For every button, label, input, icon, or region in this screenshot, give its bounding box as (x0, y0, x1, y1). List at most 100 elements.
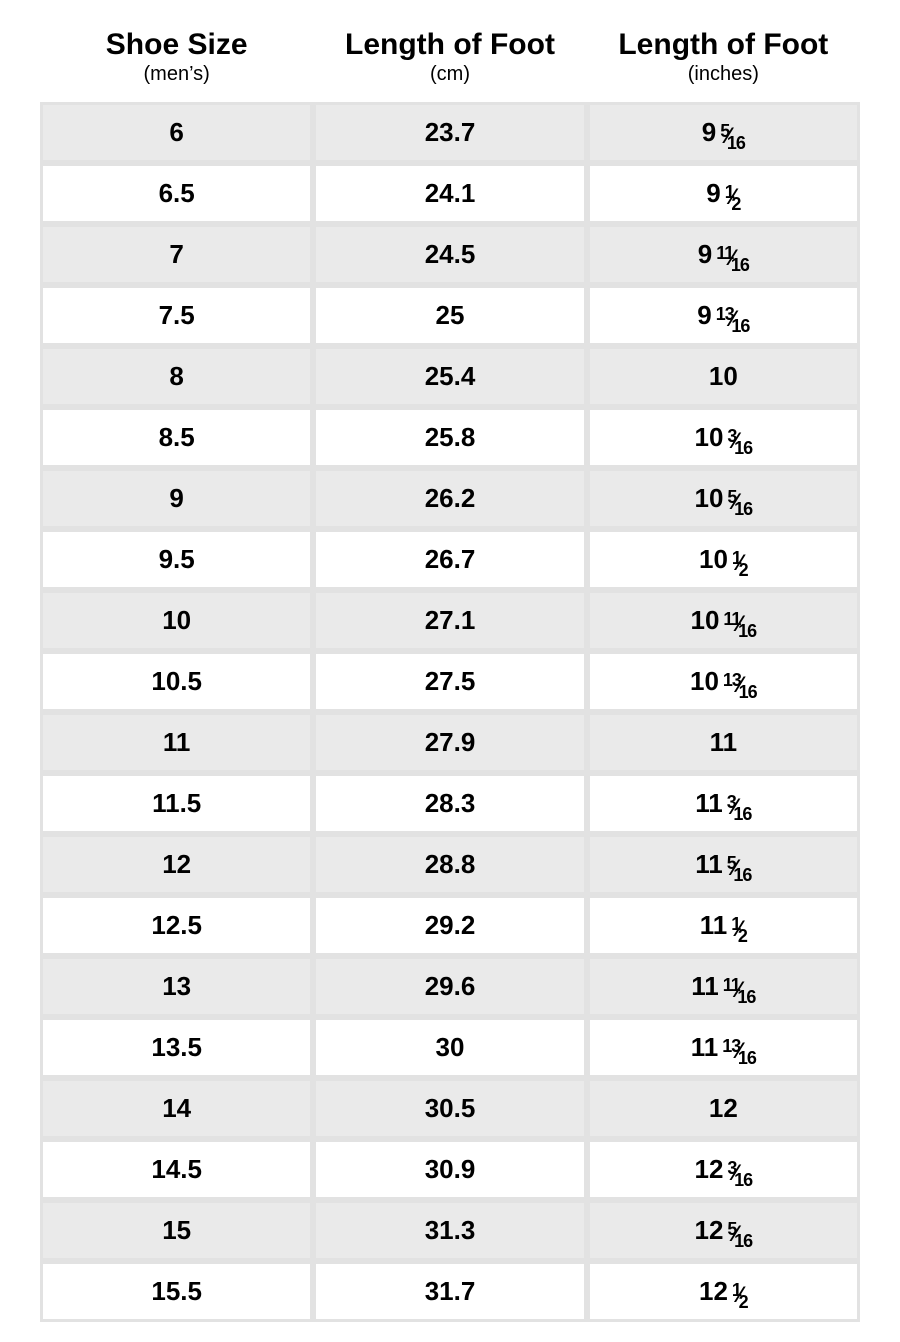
cell-length-cm: 27.9 (313, 712, 586, 773)
cell-length-cm: 26.2 (313, 468, 586, 529)
inches-fraction: 11⁄16 (723, 609, 756, 635)
inches-whole: 11 (695, 788, 723, 818)
cell-shoe-size: 7 (40, 224, 313, 285)
fraction-denominator: 2 (738, 926, 747, 946)
cell-length-cm: 29.6 (313, 956, 586, 1017)
cell-length-inches: 125⁄16 (587, 1200, 860, 1261)
inches-whole: 9 (698, 239, 712, 269)
cell-length-cm: 31.3 (313, 1200, 586, 1261)
column-subtitle: (cm) (317, 63, 582, 86)
inches-whole: 10 (690, 666, 719, 696)
inches-whole: 12 (695, 1215, 724, 1245)
cell-length-cm: 29.2 (313, 895, 586, 956)
cell-length-inches: 1011⁄16 (587, 590, 860, 651)
cell-length-inches: 911⁄16 (587, 224, 860, 285)
cell-length-cm: 28.8 (313, 834, 586, 895)
inches-whole: 11 (700, 910, 728, 940)
table-row: 926.2105⁄16 (40, 468, 860, 529)
inches-whole: 9 (697, 300, 711, 330)
cell-length-cm: 28.3 (313, 773, 586, 834)
cell-shoe-size: 14.5 (40, 1139, 313, 1200)
cell-shoe-size: 15.5 (40, 1261, 313, 1322)
inches-fraction: 5⁄16 (727, 853, 752, 879)
table-row: 11.528.3113⁄16 (40, 773, 860, 834)
fraction-denominator: 16 (731, 255, 749, 275)
cell-shoe-size: 7.5 (40, 285, 313, 346)
cell-shoe-size: 9 (40, 468, 313, 529)
cell-length-cm: 25.4 (313, 346, 586, 407)
fraction-denominator: 2 (739, 1292, 748, 1312)
inches-whole: 12 (699, 1276, 728, 1306)
cell-length-inches: 101⁄2 (587, 529, 860, 590)
cell-shoe-size: 12.5 (40, 895, 313, 956)
cell-length-inches: 103⁄16 (587, 407, 860, 468)
cell-shoe-size: 6 (40, 102, 313, 163)
fraction-denominator: 16 (734, 1231, 752, 1251)
table-row: 1127.911 (40, 712, 860, 773)
inches-whole: 9 (706, 178, 720, 208)
inches-fraction: 3⁄16 (727, 426, 752, 452)
fraction-denominator: 16 (733, 865, 751, 885)
fraction-denominator: 16 (739, 682, 757, 702)
column-title: Length of Foot (317, 28, 582, 61)
table-row: 15.531.7121⁄2 (40, 1261, 860, 1322)
inches-fraction: 5⁄16 (727, 1219, 752, 1245)
fraction-denominator: 16 (734, 1170, 752, 1190)
inches-fraction: 5⁄16 (720, 121, 745, 147)
cell-length-cm: 27.1 (313, 590, 586, 651)
fraction-denominator: 16 (734, 438, 752, 458)
column-title: Length of Foot (591, 28, 856, 61)
table-row: 825.410 (40, 346, 860, 407)
cell-length-cm: 25.8 (313, 407, 586, 468)
table-row: 10.527.51013⁄16 (40, 651, 860, 712)
table-row: 13.5301113⁄16 (40, 1017, 860, 1078)
cell-length-cm: 26.7 (313, 529, 586, 590)
fraction-denominator: 16 (734, 499, 752, 519)
inches-whole: 9 (702, 117, 716, 147)
table-row: 1027.11011⁄16 (40, 590, 860, 651)
inches-fraction: 11⁄16 (716, 243, 749, 269)
cell-length-inches: 121⁄2 (587, 1261, 860, 1322)
fraction-denominator: 16 (738, 1048, 756, 1068)
inches-fraction: 13⁄16 (716, 304, 750, 330)
column-subtitle: (inches) (591, 63, 856, 86)
cell-length-inches: 105⁄16 (587, 468, 860, 529)
cell-shoe-size: 11.5 (40, 773, 313, 834)
cell-length-cm: 24.1 (313, 163, 586, 224)
inches-fraction: 3⁄16 (727, 1158, 752, 1184)
table-row: 623.795⁄16 (40, 102, 860, 163)
inches-fraction: 1⁄2 (725, 182, 741, 208)
inches-whole: 11 (691, 971, 719, 1001)
inches-fraction: 1⁄2 (731, 914, 747, 940)
fraction-denominator: 16 (738, 621, 756, 641)
column-subtitle: (men’s) (44, 63, 309, 86)
shoe-size-table: Shoe Size (men’s) Length of Foot (cm) Le… (40, 20, 860, 1322)
cell-shoe-size: 6.5 (40, 163, 313, 224)
cell-length-inches: 123⁄16 (587, 1139, 860, 1200)
table-row: 12.529.2 111⁄2 (40, 895, 860, 956)
fraction-denominator: 2 (739, 560, 748, 580)
table-row: 7.525913⁄16 (40, 285, 860, 346)
cell-length-inches: 113⁄16 (587, 773, 860, 834)
fraction-denominator: 16 (731, 316, 749, 336)
cell-length-cm: 30.5 (313, 1078, 586, 1139)
table-row: 1329.61111⁄16 (40, 956, 860, 1017)
cell-length-inches: 913⁄16 (587, 285, 860, 346)
cell-length-cm: 27.5 (313, 651, 586, 712)
cell-length-inches: 10 (587, 346, 860, 407)
table-row: 1228.8115⁄16 (40, 834, 860, 895)
cell-length-inches: 1113⁄16 (587, 1017, 860, 1078)
inches-whole: 10 (695, 483, 724, 513)
inches-fraction: 11⁄16 (723, 975, 756, 1001)
cell-length-cm: 31.7 (313, 1261, 586, 1322)
fraction-denominator: 2 (731, 194, 740, 214)
cell-shoe-size: 10 (40, 590, 313, 651)
cell-length-cm: 24.5 (313, 224, 586, 285)
inches-fraction: 1⁄2 (732, 548, 748, 574)
fraction-denominator: 16 (733, 804, 751, 824)
table-row: 1531.3125⁄16 (40, 1200, 860, 1261)
cell-length-inches: 1013⁄16 (587, 651, 860, 712)
table-row: 6.524.1 9 1⁄2 (40, 163, 860, 224)
cell-shoe-size: 8 (40, 346, 313, 407)
cell-length-cm: 25 (313, 285, 586, 346)
